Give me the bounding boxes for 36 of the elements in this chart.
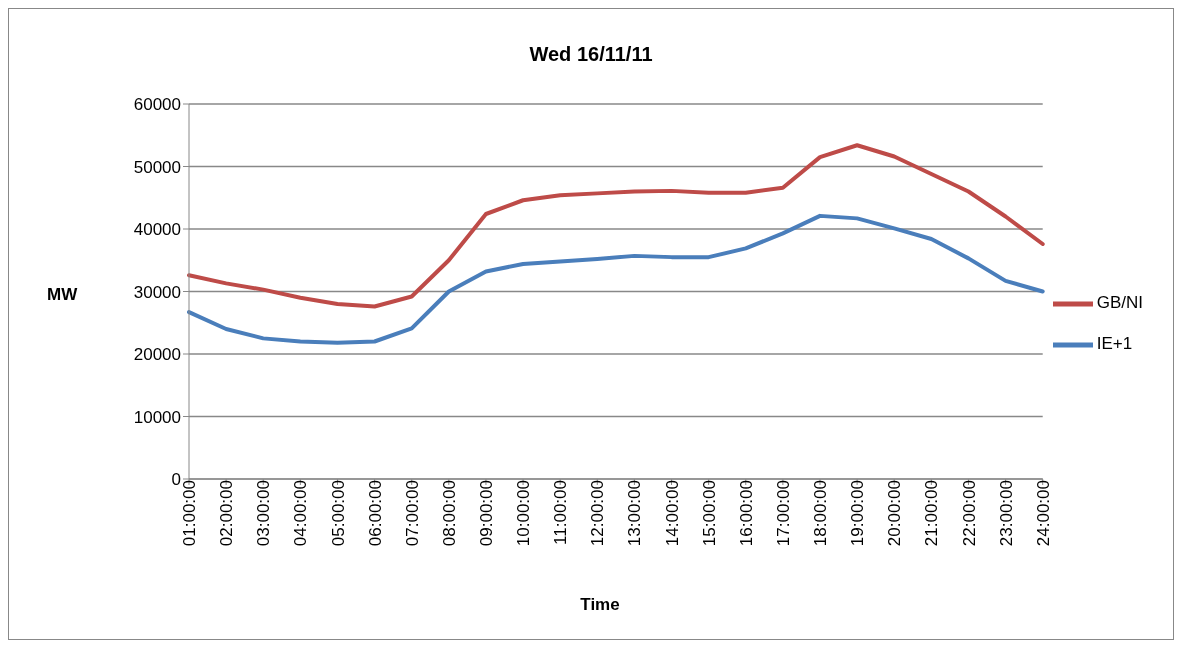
y-tick-label: 0 bbox=[171, 470, 181, 490]
x-tick-label: 20:00:00 bbox=[885, 480, 905, 547]
y-tick-label: 40000 bbox=[133, 220, 181, 240]
x-tick-label: 14:00:00 bbox=[662, 480, 682, 547]
x-tick-label: 10:00:00 bbox=[514, 480, 534, 547]
x-tick-label: 01:00:00 bbox=[180, 480, 200, 547]
x-tick-label: 11:00:00 bbox=[551, 480, 571, 545]
x-tick-label: 03:00:00 bbox=[254, 480, 274, 547]
y-tick-label: 20000 bbox=[133, 345, 181, 365]
x-tick-label: 05:00:00 bbox=[328, 480, 348, 547]
x-tick-label: 02:00:00 bbox=[217, 480, 237, 547]
x-tick-label: 18:00:00 bbox=[811, 480, 831, 547]
x-tick-label: 12:00:00 bbox=[588, 480, 608, 547]
y-tick-label: 30000 bbox=[133, 282, 181, 302]
x-tick-label: 21:00:00 bbox=[922, 480, 942, 547]
x-tick-label: 09:00:00 bbox=[477, 480, 497, 547]
x-tick-label: 16:00:00 bbox=[736, 480, 756, 547]
x-tick-label: 06:00:00 bbox=[365, 480, 385, 547]
y-axis-title: MW bbox=[47, 285, 78, 305]
y-tick-label: 60000 bbox=[133, 95, 181, 115]
x-tick-label: 07:00:00 bbox=[402, 480, 422, 547]
x-axis-title: Time bbox=[579, 595, 621, 615]
x-tick-label: 13:00:00 bbox=[625, 480, 645, 547]
legend-label: GB/NI bbox=[1096, 293, 1143, 313]
x-tick-label: 15:00:00 bbox=[699, 480, 719, 547]
x-tick-label: 19:00:00 bbox=[848, 480, 868, 547]
x-tick-label: 08:00:00 bbox=[439, 480, 459, 547]
x-tick-label: 24:00:00 bbox=[1033, 480, 1053, 547]
x-tick-label: 17:00:00 bbox=[773, 480, 793, 547]
y-tick-label: 50000 bbox=[133, 157, 181, 177]
x-tick-label: 04:00:00 bbox=[291, 480, 311, 547]
legend-label: IE+1 bbox=[1096, 334, 1133, 353]
chart-title: Wed 16/11/11 bbox=[528, 43, 654, 66]
x-tick-label: 22:00:00 bbox=[959, 480, 979, 547]
x-tick-label: 23:00:00 bbox=[996, 480, 1016, 547]
y-tick-label: 10000 bbox=[133, 407, 181, 427]
